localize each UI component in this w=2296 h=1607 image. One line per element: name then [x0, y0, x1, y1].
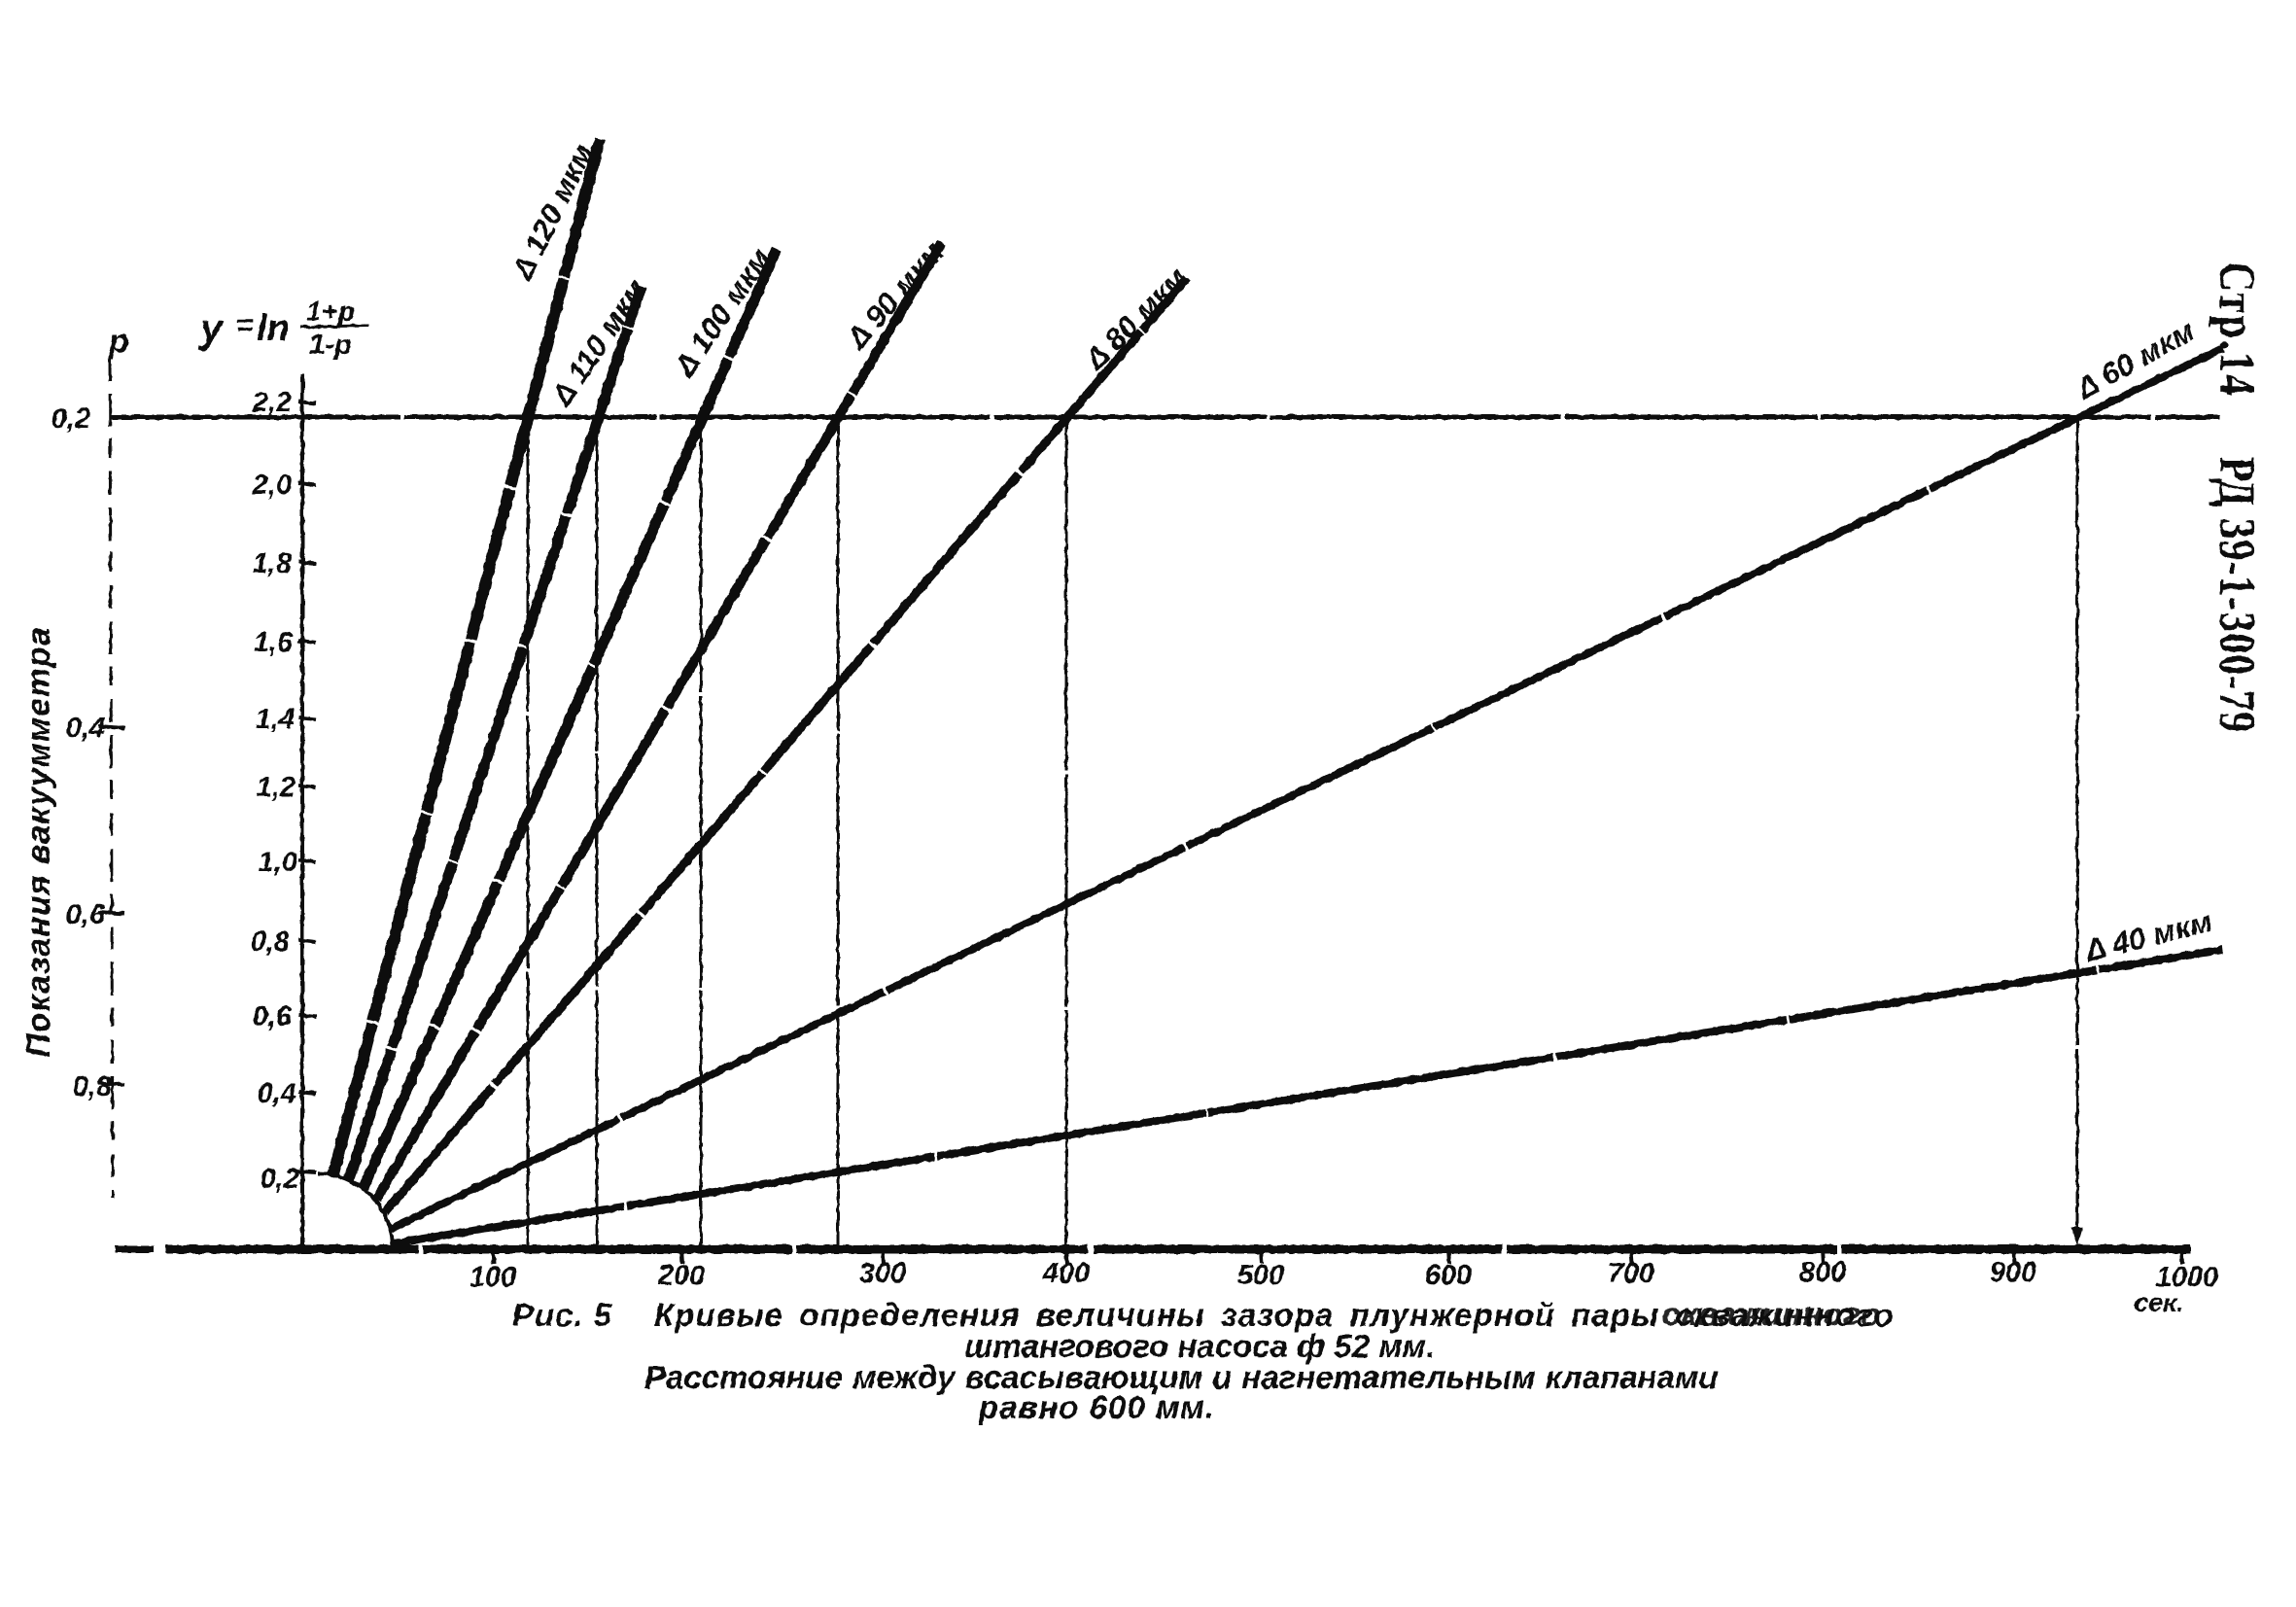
svg-text:200: 200	[657, 1260, 705, 1291]
svg-text:500: 500	[1237, 1260, 1284, 1291]
svg-text:РД 39-1-300-79: РД 39-1-300-79	[2209, 457, 2264, 733]
svg-text:0,8: 0,8	[73, 1071, 113, 1102]
svg-text:400: 400	[1042, 1258, 1090, 1289]
svg-text:1,6: 1,6	[254, 627, 294, 658]
svg-text:900: 900	[1990, 1257, 2036, 1288]
svg-text:y: y	[198, 305, 226, 351]
svg-text:300: 300	[859, 1258, 906, 1289]
svg-text:p: p	[108, 323, 129, 360]
svg-text:2,2: 2,2	[252, 387, 292, 418]
svg-text:Показания вакуумметра: Показания вакуумметра	[20, 626, 57, 1057]
svg-text:ln: ln	[257, 308, 290, 349]
svg-text:Расстояние между всасывающим и: Расстояние между всасывающим и нагнетате…	[644, 1359, 1719, 1395]
svg-text:0,4: 0,4	[258, 1078, 296, 1109]
svg-text:0,2: 0,2	[52, 403, 90, 435]
svg-text:скважинного: скважинного	[1662, 1296, 1881, 1332]
svg-text:сек.: сек.	[2134, 1288, 2183, 1317]
svg-text:Кривые определения величины за: Кривые определения величины зазора плунж…	[654, 1297, 1895, 1333]
svg-text:700: 700	[1608, 1258, 1654, 1289]
svg-text:0,8: 0,8	[251, 926, 291, 958]
svg-text:0,2: 0,2	[261, 1164, 299, 1195]
svg-text:0,4: 0,4	[66, 713, 105, 744]
svg-text:1000: 1000	[2156, 1262, 2219, 1293]
svg-text:1,4: 1,4	[256, 704, 295, 735]
svg-text:Δ 90 мкм: Δ 90 мкм	[840, 234, 951, 355]
svg-text:100: 100	[470, 1262, 516, 1293]
svg-text:равно 600 мм.: равно 600 мм.	[978, 1389, 1215, 1425]
svg-text:1,2: 1,2	[257, 772, 296, 803]
svg-text:=: =	[236, 309, 254, 341]
svg-text:Δ 80 мкм: Δ 80 мкм	[1077, 261, 1194, 377]
svg-text:1-p: 1-p	[309, 330, 352, 361]
svg-text:600: 600	[1425, 1260, 1472, 1291]
svg-text:1,0: 1,0	[259, 847, 297, 878]
svg-text:Стр.14: Стр.14	[2209, 262, 2264, 398]
svg-text:2,0: 2,0	[252, 470, 292, 501]
svg-text:штангового насоса ф 52 мм.: штангового насоса ф 52 мм.	[964, 1328, 1435, 1364]
svg-text:800: 800	[1799, 1257, 1846, 1288]
svg-text:1,8: 1,8	[253, 548, 293, 579]
svg-text:0,6: 0,6	[253, 1001, 293, 1032]
svg-text:0,6: 0,6	[66, 899, 106, 930]
svg-text:Рис. 5: Рис. 5	[512, 1297, 612, 1333]
svg-text:1+p: 1+p	[306, 297, 356, 328]
